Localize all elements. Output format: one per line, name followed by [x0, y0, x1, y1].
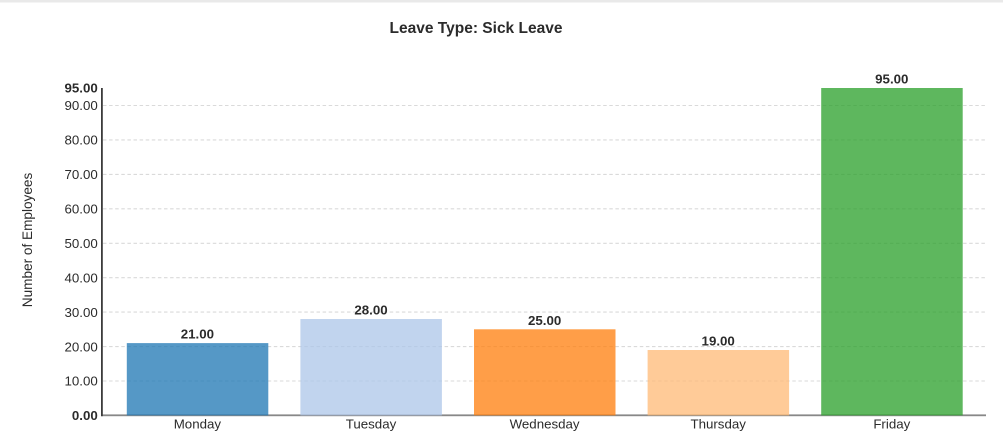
svg-text:Number of Employees: Number of Employees [20, 173, 35, 308]
svg-text:Leave Type: Sick Leave: Leave Type: Sick Leave [390, 20, 563, 37]
svg-text:Tuesday: Tuesday [346, 416, 397, 431]
svg-text:50.00: 50.00 [65, 236, 98, 251]
svg-text:90.00: 90.00 [65, 98, 98, 113]
svg-text:70.00: 70.00 [65, 167, 98, 182]
svg-text:10.00: 10.00 [65, 374, 98, 389]
svg-text:Monday: Monday [174, 416, 222, 431]
svg-text:Wednesday: Wednesday [510, 416, 580, 431]
svg-text:25.00: 25.00 [528, 313, 561, 328]
svg-text:95.00: 95.00 [875, 72, 908, 87]
svg-text:Thursday: Thursday [690, 416, 746, 431]
svg-text:60.00: 60.00 [65, 202, 98, 217]
svg-text:20.00: 20.00 [65, 339, 98, 354]
svg-text:30.00: 30.00 [65, 305, 98, 320]
svg-text:28.00: 28.00 [354, 303, 387, 318]
svg-text:Friday: Friday [873, 416, 910, 431]
svg-text:21.00: 21.00 [181, 327, 214, 342]
svg-text:95.00: 95.00 [65, 81, 98, 96]
svg-text:0.00: 0.00 [72, 408, 98, 423]
svg-text:80.00: 80.00 [65, 133, 98, 148]
svg-text:40.00: 40.00 [65, 270, 98, 285]
svg-text:19.00: 19.00 [702, 334, 735, 349]
